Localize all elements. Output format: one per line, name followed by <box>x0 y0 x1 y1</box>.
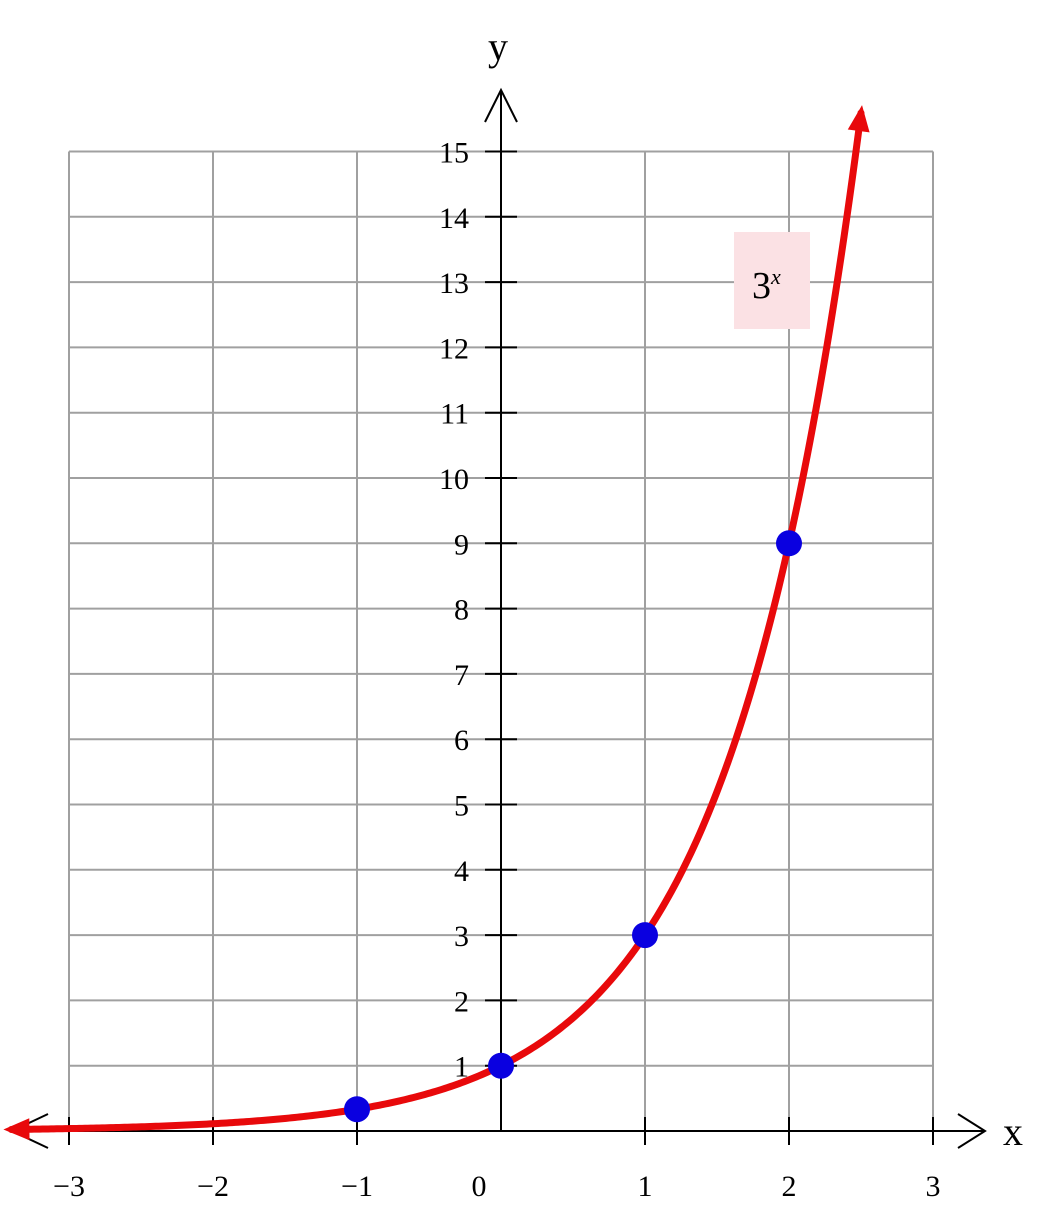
y-tick-label: 13 <box>439 267 469 300</box>
y-tick-label: 9 <box>454 528 469 561</box>
data-point <box>344 1096 370 1123</box>
function-label-box <box>734 232 810 329</box>
x-tick-label: −1 <box>341 1170 373 1203</box>
x-axis-arrow-right <box>957 1113 987 1149</box>
function-label-base: 3 <box>752 265 771 307</box>
data-points <box>344 530 802 1123</box>
curve-arrow-top <box>847 105 870 133</box>
axes <box>9 87 987 1149</box>
curve <box>3 105 870 1141</box>
x-tick-label: 2 <box>782 1170 797 1203</box>
y-tick-label: 15 <box>439 137 469 170</box>
x-tick-label: 0 <box>472 1170 487 1203</box>
y-axis-arrow-up <box>484 87 518 123</box>
x-tick-label: 1 <box>638 1170 653 1203</box>
data-point <box>776 530 802 557</box>
x-tick-label: −3 <box>53 1170 85 1203</box>
y-tick-label: 3 <box>454 920 469 953</box>
y-tick-label: 4 <box>454 855 469 888</box>
x-tick-label: 3 <box>926 1170 941 1203</box>
data-point <box>632 922 658 949</box>
y-tick-label: 7 <box>454 659 469 692</box>
y-tick-label: 11 <box>440 398 469 431</box>
y-tick-label: 14 <box>439 202 469 235</box>
y-tick-label: 6 <box>454 724 469 757</box>
x-axis-label: x <box>1003 1109 1023 1154</box>
tick-marks <box>68 150 934 1145</box>
y-tick-label: 5 <box>454 790 469 823</box>
y-tick-label: 1 <box>454 1051 469 1084</box>
function-label-exponent: x <box>770 264 781 289</box>
y-tick-label: 8 <box>454 594 469 627</box>
y-axis-label: y <box>488 24 508 69</box>
y-tick-label: 10 <box>439 463 469 496</box>
function-label: 3x <box>752 264 781 307</box>
annotations: 3x x y <box>488 24 1023 1154</box>
curve-arrow-left <box>3 1118 30 1141</box>
y-tick-label: 2 <box>454 985 469 1018</box>
x-tick-label: −2 <box>197 1170 229 1203</box>
data-point <box>488 1052 514 1079</box>
exponential-curve <box>7 109 865 1133</box>
y-tick-label: 12 <box>439 332 469 365</box>
